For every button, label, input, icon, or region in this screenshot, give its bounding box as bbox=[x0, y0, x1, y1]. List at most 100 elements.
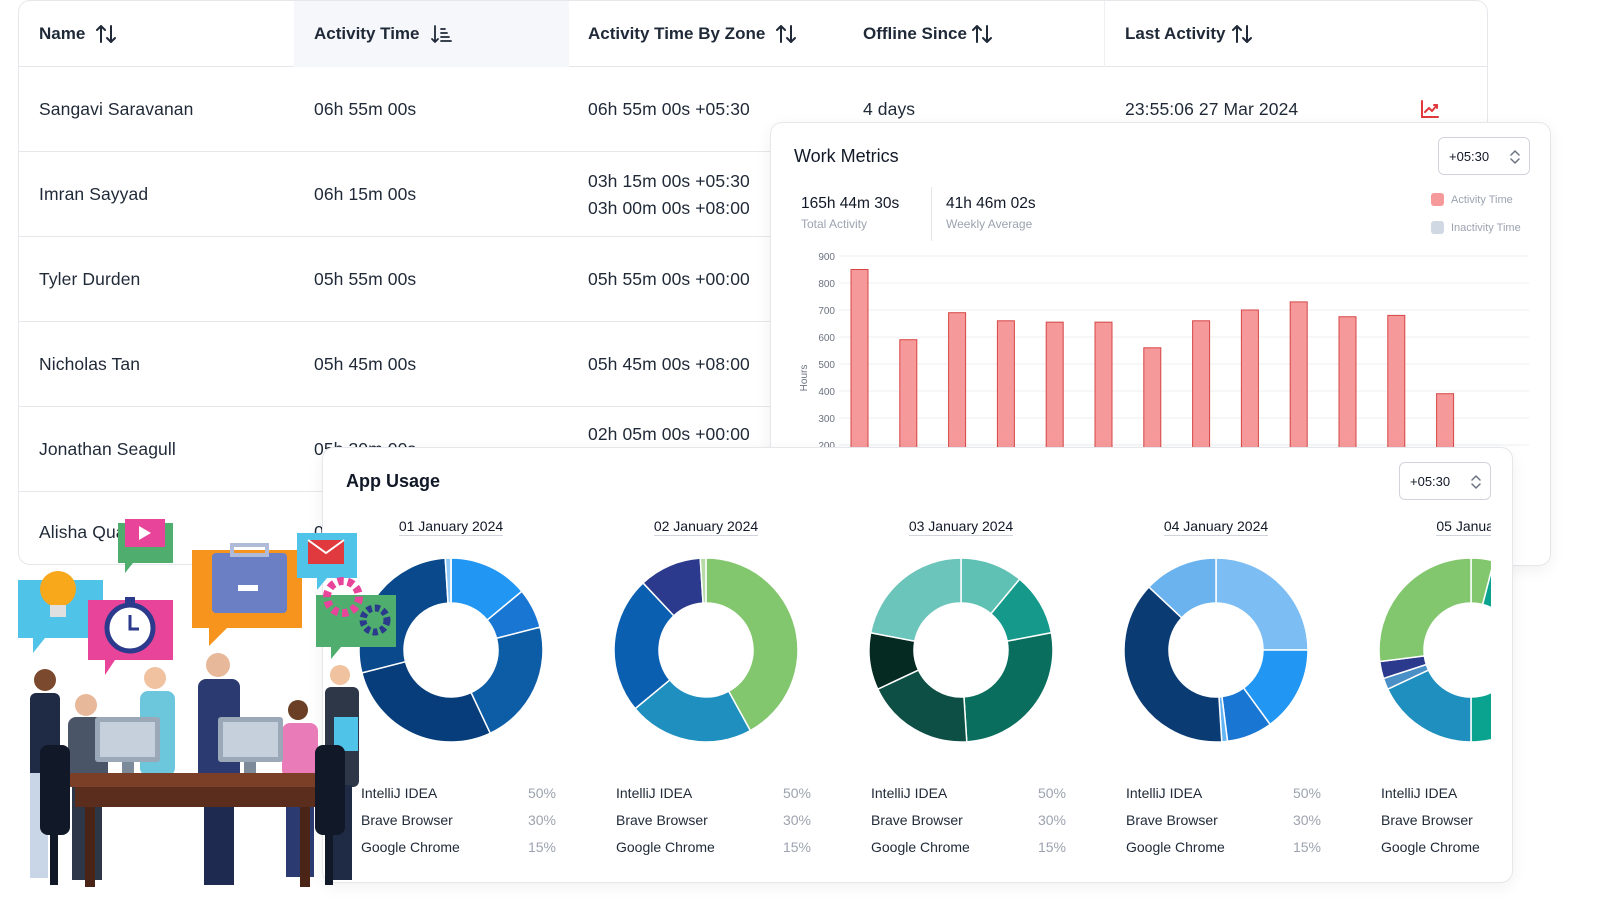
mail-bubble-icon bbox=[297, 533, 357, 590]
y-tick-label: 700 bbox=[818, 306, 835, 317]
gear-bubble-icon bbox=[316, 577, 396, 659]
legend-swatch bbox=[1431, 193, 1444, 206]
table-row[interactable]: Nicholas Tan 05h 45m 00s 05h 45m 00s +08… bbox=[19, 322, 1487, 407]
sort-descending-icon[interactable] bbox=[430, 23, 452, 45]
timezone-select[interactable]: +05:30 bbox=[1399, 462, 1491, 500]
zone-time: 02h 05m 00s +00:00 bbox=[588, 424, 750, 444]
table-row[interactable]: Alisha Qua 0 bbox=[19, 492, 1487, 564]
app-usage-row: Google Chrome 15% bbox=[1126, 839, 1321, 855]
sort-arrows-icon[interactable] bbox=[775, 23, 797, 45]
app-usage-row: IntelliJ IDEA bbox=[1381, 785, 1491, 801]
legend-inactivity-time[interactable]: Inactivity Time bbox=[1431, 221, 1521, 234]
cell-activity-by-zone: 02h 05m 00s +00:00 bbox=[588, 407, 750, 492]
donut-slice[interactable] bbox=[869, 558, 962, 643]
cell-name: Nicholas Tan bbox=[39, 354, 141, 374]
weekly-average-value: 41h 46m 02s bbox=[946, 195, 1036, 212]
table-header: Name Activity Time Activity Time By Zone… bbox=[19, 1, 1487, 67]
app-percentage: 30% bbox=[782, 812, 811, 828]
day-date-label: 05 January bbox=[1351, 518, 1491, 536]
donut-slice[interactable] bbox=[360, 660, 492, 742]
column-header-activity-time-by-zone[interactable]: Activity Time By Zone bbox=[569, 1, 844, 67]
donut-slice[interactable] bbox=[1147, 558, 1217, 619]
app-name: IntelliJ IDEA bbox=[616, 785, 693, 801]
zone-time: 05h 45m 00s +08:00 bbox=[588, 354, 750, 374]
app-usage-row: Brave Browser bbox=[1381, 812, 1491, 828]
app-usage-donut bbox=[614, 558, 798, 742]
app-usage-row: Google Chrome 15% bbox=[616, 839, 811, 855]
y-tick-label: 800 bbox=[818, 279, 835, 290]
cell-activity-time: 0 bbox=[314, 521, 324, 542]
column-header-name[interactable]: Name bbox=[19, 1, 294, 67]
legend-label: Activity Time bbox=[1451, 193, 1513, 206]
day-date-label: 01 January 2024 bbox=[331, 518, 571, 536]
cell-name: Sangavi Saravanan bbox=[39, 99, 194, 119]
timezone-select[interactable]: +05:30 bbox=[1438, 137, 1530, 175]
y-tick-label: 900 bbox=[818, 252, 835, 263]
cell-activity-by-zone: 05h 45m 00s +08:00 bbox=[588, 322, 750, 407]
app-usage-row: Brave Browser 30% bbox=[871, 812, 1066, 828]
briefcase-bubble-icon bbox=[192, 543, 302, 646]
donut-slice[interactable] bbox=[1215, 558, 1308, 651]
legend-activity-time[interactable]: Activity Time bbox=[1431, 193, 1513, 206]
weekly-average-label: Weekly Average bbox=[946, 217, 1033, 231]
stat-divider bbox=[931, 187, 932, 241]
app-usage-row: Brave Browser 30% bbox=[361, 812, 556, 828]
app-percentage: 30% bbox=[527, 812, 556, 828]
cell-activity-by-zone: 06h 55m 00s +05:30 bbox=[588, 67, 750, 152]
office-chair-icon bbox=[40, 745, 70, 885]
sort-arrows-icon[interactable] bbox=[1231, 23, 1253, 45]
column-header-last-activity[interactable]: Last Activity bbox=[1105, 1, 1405, 67]
day-date-label: 03 January 2024 bbox=[841, 518, 1081, 536]
column-header-offline-since[interactable]: Offline Since bbox=[844, 1, 1104, 67]
app-usage-row: Google Chrome 15% bbox=[871, 839, 1066, 855]
y-axis-label: Hours bbox=[799, 365, 810, 392]
trend-chart-icon[interactable] bbox=[1419, 98, 1441, 125]
app-usage-donut bbox=[869, 558, 1053, 742]
donut-slice[interactable] bbox=[1124, 585, 1223, 742]
app-name: Brave Browser bbox=[871, 812, 963, 828]
table-row[interactable]: Imran Sayyad 06h 15m 00s 03h 15m 00s +05… bbox=[19, 152, 1487, 237]
donut-slice[interactable] bbox=[1379, 558, 1472, 663]
zone-time: 03h 15m 00s +05:30 bbox=[588, 170, 750, 191]
app-usage-row: Brave Browser 30% bbox=[616, 812, 811, 828]
total-activity-label: Total Activity bbox=[801, 217, 868, 231]
column-header-activity-time[interactable]: Activity Time bbox=[294, 1, 569, 67]
day-date-text: 02 January 2024 bbox=[653, 518, 759, 536]
donut-slice[interactable] bbox=[705, 558, 798, 732]
y-tick-label: 400 bbox=[818, 387, 835, 398]
app-usage-day: 02 January 2024 IntelliJ IDEA 50% Brave Bro… bbox=[586, 518, 826, 878]
app-name: Google Chrome bbox=[1381, 839, 1480, 855]
cell-name: Imran Sayyad bbox=[39, 184, 149, 204]
sort-arrows-icon[interactable] bbox=[95, 23, 117, 45]
donut-slice[interactable] bbox=[699, 558, 707, 604]
app-name: Google Chrome bbox=[616, 839, 715, 855]
lightbulb-bubble-icon bbox=[18, 571, 103, 653]
app-percentage: 30% bbox=[1292, 812, 1321, 828]
app-name: IntelliJ IDEA bbox=[871, 785, 948, 801]
column-label: Last Activity bbox=[1125, 24, 1226, 43]
zone-time: 05h 55m 00s +00:00 bbox=[588, 269, 750, 289]
app-usage-title: App Usage bbox=[346, 471, 441, 491]
donut-slice[interactable] bbox=[963, 631, 1053, 742]
y-tick-label: 300 bbox=[818, 414, 835, 425]
chevron-updown-icon bbox=[1509, 148, 1521, 169]
app-usage-donut bbox=[1379, 558, 1491, 742]
sort-arrows-icon[interactable] bbox=[971, 23, 993, 45]
app-usage-days: 01 January 2024 IntelliJ IDEA 50% Brave Bro… bbox=[323, 448, 1491, 882]
table-row[interactable]: Sangavi Saravanan 06h 55m 00s 06h 55m 00… bbox=[19, 67, 1487, 152]
video-bubble-icon bbox=[118, 519, 173, 573]
app-usage-day: 01 January 2024 IntelliJ IDEA 50% Brave Bro… bbox=[331, 518, 571, 878]
app-name: Brave Browser bbox=[616, 812, 708, 828]
desk-icon bbox=[65, 773, 330, 887]
donut-slice[interactable] bbox=[1470, 561, 1491, 742]
total-activity-value: 165h 44m 30s bbox=[801, 195, 900, 212]
cell-offline-since: 4 days bbox=[863, 99, 916, 119]
app-usage-row: IntelliJ IDEA 50% bbox=[1126, 785, 1321, 801]
app-name: Google Chrome bbox=[361, 839, 460, 855]
monitor-icon bbox=[95, 717, 160, 774]
team-illustration bbox=[18, 519, 396, 887]
table-row[interactable]: Tyler Durden 05h 55m 00s 05h 55m 00s +00… bbox=[19, 237, 1487, 322]
cell-activity-by-zone: 05h 55m 00s +00:00 bbox=[588, 237, 750, 322]
app-percentage: 30% bbox=[1037, 812, 1066, 828]
donut-slice[interactable] bbox=[614, 581, 675, 710]
